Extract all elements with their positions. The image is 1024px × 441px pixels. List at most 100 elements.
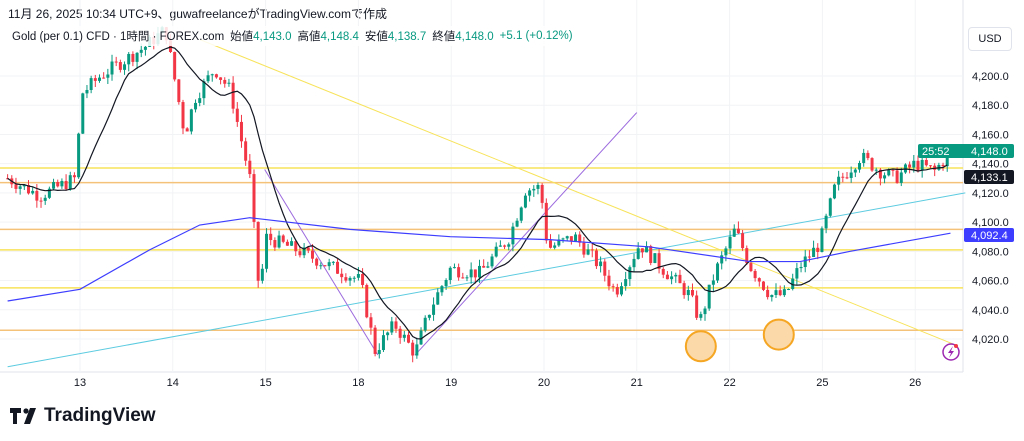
snapshot-caption: 11月 26, 2025 10:34 UTC+9、guwafreelanceがT…	[8, 7, 387, 21]
candle-body	[565, 236, 569, 239]
candle-body	[327, 262, 331, 267]
candle-body	[699, 314, 703, 318]
candle-body	[782, 289, 786, 296]
candle-body	[615, 287, 619, 295]
candle-body	[707, 284, 711, 309]
candle-body	[377, 350, 381, 354]
price-chart[interactable]: 4,200.0 4,180.0 4,160.0 4,140.0 4,120.0 4,100…	[0, 0, 1024, 400]
open-label: 始値	[230, 31, 254, 43]
candle-body	[741, 233, 745, 249]
price-axis	[963, 0, 1024, 372]
y-tick-label: 4,040.0	[972, 305, 1009, 317]
candle-body	[260, 268, 264, 281]
candle-body	[858, 162, 862, 170]
candle-body	[795, 268, 799, 279]
candle-body	[373, 327, 377, 354]
candle-body	[290, 241, 294, 246]
candle-body	[619, 286, 623, 295]
candle-body	[402, 334, 406, 338]
candle-body	[273, 240, 277, 248]
x-tick-label: 13	[74, 377, 86, 389]
candle-body	[649, 246, 653, 264]
candle-body	[181, 102, 185, 129]
symbol-label[interactable]: Gold (per 0.1) CFD · 1時間 · FOREX.com	[12, 31, 225, 43]
candle-body	[824, 215, 828, 229]
candle-body	[202, 81, 206, 99]
candle-body	[239, 121, 243, 142]
candle-body	[223, 79, 227, 84]
lightning-icon[interactable]	[942, 343, 960, 361]
candle-body	[365, 284, 369, 318]
candle-body	[452, 267, 456, 269]
candle-body	[219, 77, 223, 80]
candle-body	[799, 267, 803, 269]
candle-body	[807, 256, 811, 258]
candle-body	[853, 169, 857, 173]
candle-body	[883, 175, 887, 179]
x-tick-label: 22	[723, 377, 735, 389]
candle-body	[753, 271, 757, 279]
candle-body	[820, 228, 824, 253]
candle-body	[544, 202, 548, 241]
candle-body	[837, 176, 841, 185]
candle-body	[35, 190, 39, 201]
candle-body	[123, 64, 127, 70]
candle-body	[473, 269, 477, 278]
x-tick-label: 26	[909, 377, 921, 389]
candle-body	[674, 274, 678, 277]
ma-short-label-text: 4,133.1	[971, 172, 1008, 184]
candle-body	[469, 269, 473, 278]
ohlc-legend: Gold (per 0.1) CFD · 1時間 · FOREX.com 始値4…	[8, 26, 577, 46]
candle-body	[515, 220, 519, 227]
candle-body	[912, 160, 916, 168]
ma-short-label-bg	[964, 170, 1014, 184]
candle-body	[331, 261, 335, 263]
candle-body	[812, 247, 816, 258]
candle-body	[68, 175, 72, 190]
candle-body	[235, 108, 239, 122]
candle-body	[624, 279, 628, 287]
open-value: 4,143.0	[253, 31, 292, 43]
trendline	[264, 169, 379, 356]
y-tick-label: 4,180.0	[972, 100, 1009, 112]
candle-body	[323, 265, 327, 267]
candle-body	[895, 170, 899, 183]
candle-body	[845, 177, 849, 179]
candle-body	[603, 261, 607, 276]
candle-body	[310, 250, 314, 259]
candle-body	[569, 236, 573, 242]
tradingview-logo: TradingView	[10, 405, 156, 427]
candle-body	[419, 330, 423, 345]
change-value: +5.1 (+0.12%)	[499, 30, 573, 42]
x-tick-label: 21	[631, 377, 643, 389]
candle-body	[582, 242, 586, 255]
candle-body	[791, 278, 795, 290]
candle-body	[231, 82, 235, 109]
x-tick-label: 19	[445, 377, 457, 389]
candle-body	[26, 184, 30, 194]
candle-body	[394, 321, 398, 329]
notification-dot	[954, 344, 958, 348]
candle-body	[407, 334, 411, 343]
candle-body	[628, 267, 632, 280]
candle-body	[599, 261, 603, 267]
candle-body	[929, 165, 933, 167]
candle-body	[398, 328, 402, 338]
candle-body	[916, 160, 920, 171]
candle-body	[636, 248, 640, 259]
candle-body	[135, 52, 139, 62]
candle-body	[315, 258, 319, 266]
candle-body	[381, 335, 385, 351]
currency-button[interactable]: USD	[968, 27, 1012, 51]
x-tick-label: 18	[352, 377, 364, 389]
candle-body	[816, 247, 820, 253]
candle-body	[849, 172, 853, 178]
candle-body	[344, 277, 348, 281]
candle-body	[185, 128, 189, 132]
candle-body	[72, 175, 76, 178]
candle-body	[277, 235, 281, 248]
candle-body	[686, 290, 690, 296]
candle-body	[736, 228, 740, 234]
y-tick-label: 4,120.0	[972, 188, 1009, 200]
candle-body	[862, 152, 866, 163]
